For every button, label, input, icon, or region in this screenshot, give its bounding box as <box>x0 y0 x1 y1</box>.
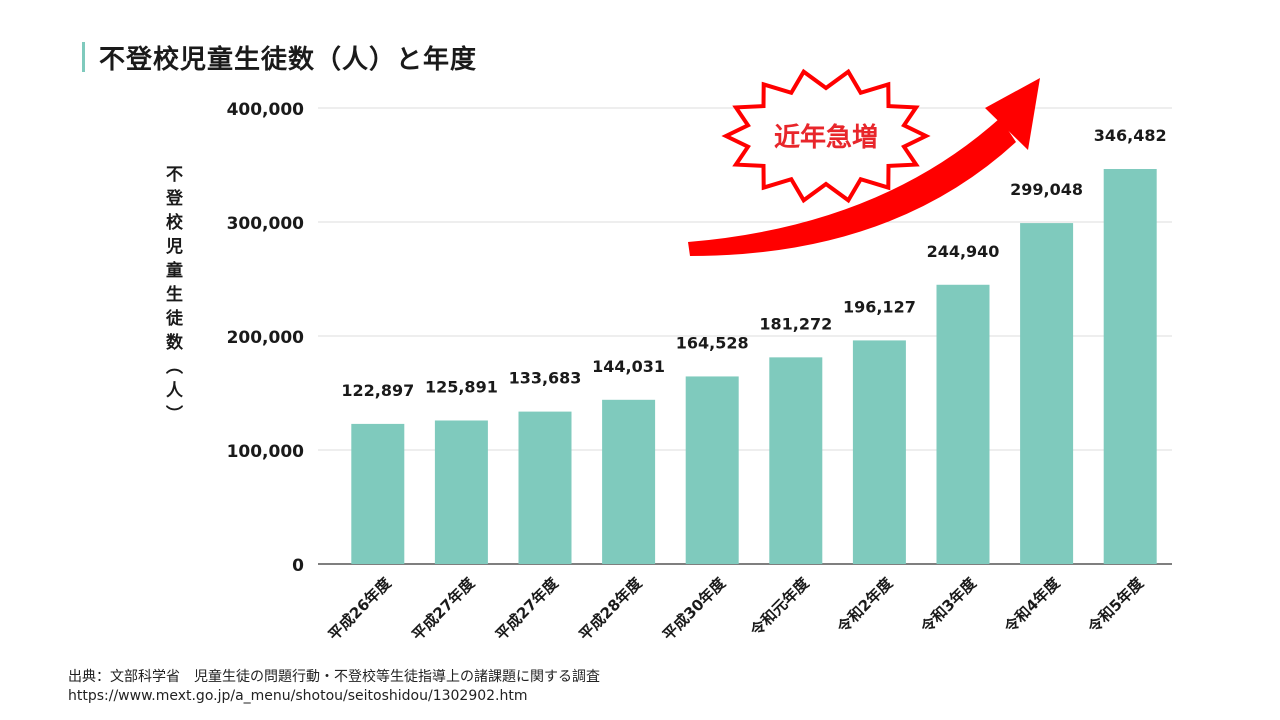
bar <box>852 340 906 564</box>
data-label: 164,528 <box>676 333 749 352</box>
arrow-shaft <box>688 118 1016 256</box>
trend-arrow <box>688 78 1040 256</box>
data-label: 181,272 <box>759 314 832 333</box>
starburst <box>721 68 931 204</box>
data-label: 346,482 <box>1094 126 1167 145</box>
title-accent-bar <box>82 42 85 72</box>
x-tick-label: 令和5年度 <box>1084 573 1147 636</box>
data-label: 299,048 <box>1010 180 1083 199</box>
data-label: 125,891 <box>425 377 498 396</box>
source-citation: 出典：文部科学省 児童生徒の問題行動・不登校等生徒指導上の諸課題に関する調査 <box>68 669 600 685</box>
bar <box>602 399 656 564</box>
x-tick-label: 平成28年度 <box>576 573 647 644</box>
bar <box>769 357 823 564</box>
x-tick-label: 令和3年度 <box>917 573 980 636</box>
data-label: 122,897 <box>341 381 414 400</box>
arrow-head <box>985 78 1040 150</box>
x-tick-label: 令和4年度 <box>1001 573 1064 636</box>
chart-title: 不登校児童生徒数（人）と年度 <box>99 44 478 75</box>
annotation-text: 近年急増 <box>774 122 878 153</box>
source-url: https://www.mext.go.jp/a_menu/shotou/sei… <box>68 688 528 704</box>
y-tick-label: 400,000 <box>227 100 305 120</box>
bar <box>518 411 572 564</box>
data-label: 144,031 <box>592 357 665 376</box>
y-tick-label: 200,000 <box>227 328 305 348</box>
data-label: 244,940 <box>927 242 1000 261</box>
y-tick-label: 300,000 <box>227 214 305 234</box>
x-tick-label: 平成30年度 <box>659 573 730 644</box>
bar <box>1020 223 1074 565</box>
x-tick-label: 平成27年度 <box>492 573 563 644</box>
y-tick-label: 0 <box>292 556 304 576</box>
x-tick-label: 平成26年度 <box>325 573 396 644</box>
y-tick-label: 100,000 <box>227 442 305 462</box>
bar <box>685 376 739 564</box>
bar <box>1103 169 1157 565</box>
data-label: 196,127 <box>843 297 916 316</box>
bar <box>351 423 405 564</box>
bar <box>434 420 488 564</box>
y-axis-label: 不登校児童生徒数（人） <box>162 165 182 429</box>
x-tick-label: 平成27年度 <box>408 573 479 644</box>
data-label: 133,683 <box>509 369 582 388</box>
x-tick-label: 令和2年度 <box>834 573 897 636</box>
x-tick-label: 令和元年度 <box>747 573 813 639</box>
chart-title-bar: 不登校児童生徒数（人）と年度 <box>82 40 478 75</box>
bar <box>936 284 990 564</box>
